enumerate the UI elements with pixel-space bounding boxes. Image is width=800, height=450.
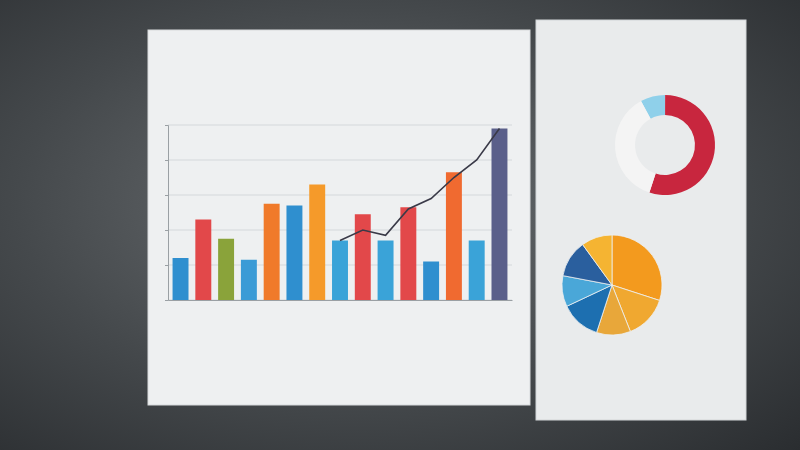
tick-mark [165,195,168,196]
donut-chart [615,95,715,195]
bar [469,241,485,301]
panel-left [148,30,530,405]
tick [165,160,168,161]
axis-line [169,300,513,301]
tick [165,125,168,126]
tick [165,265,168,266]
bar [446,172,462,300]
slice [649,95,715,195]
canvas [0,0,800,450]
bar [195,220,211,301]
bar [218,239,234,300]
tick-mark [165,300,168,301]
tick-mark [165,265,168,266]
pie-chart [562,235,662,335]
slice [615,101,656,192]
tick [165,195,168,196]
bar [286,206,302,301]
tick-mark [165,230,168,231]
grid-line [168,125,512,126]
tick-mark [165,160,168,161]
axis-line [165,126,169,301]
bar [491,129,507,301]
tick [165,300,168,301]
bar [264,204,280,300]
tick-mark [165,125,168,126]
bar [423,262,439,301]
slice [583,235,612,285]
bar [332,241,348,301]
bar-chart [165,125,513,301]
y-axis [165,126,169,301]
tick [165,230,168,231]
bar [309,185,325,301]
bar [173,258,189,300]
panel-right [536,20,746,420]
bar [400,207,416,300]
grid [168,125,512,300]
bar [355,214,371,300]
bar [378,241,394,301]
grid-line [168,160,512,161]
line [340,129,499,241]
x-axis [169,300,513,301]
bar [241,260,257,300]
marks [173,129,508,301]
